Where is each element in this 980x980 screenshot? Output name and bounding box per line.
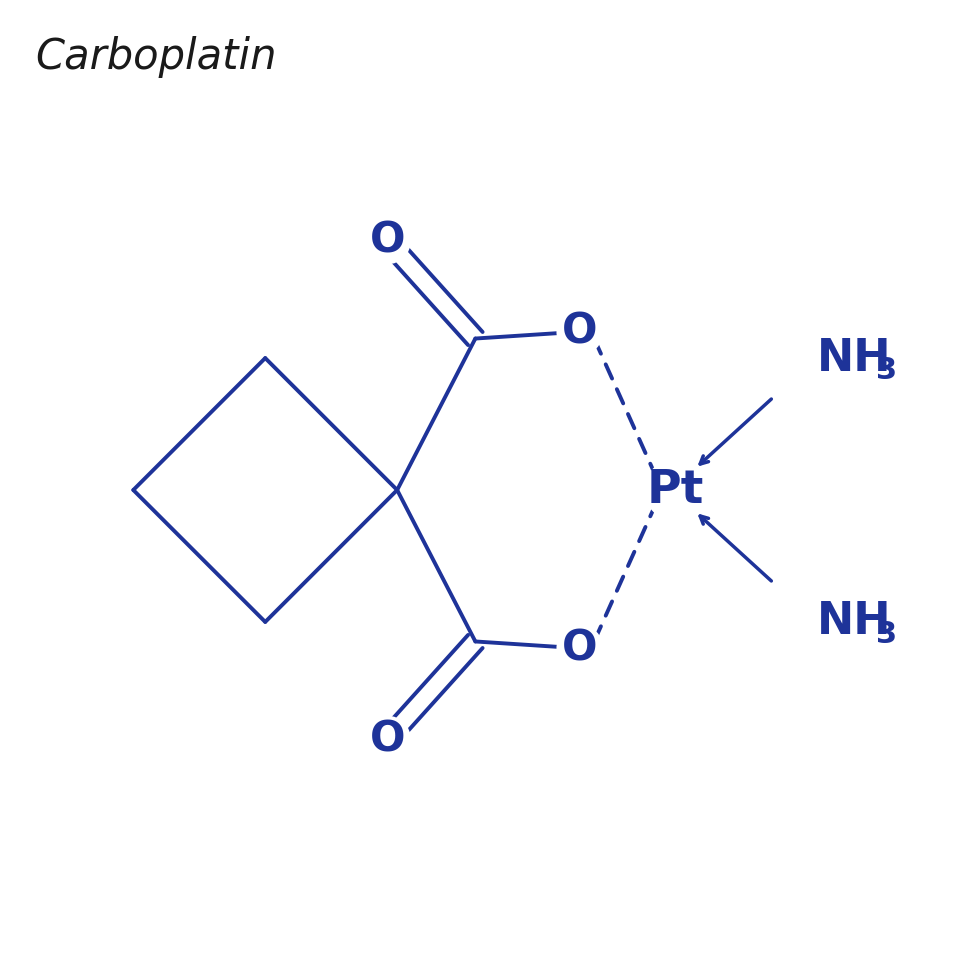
Text: O: O <box>563 627 598 669</box>
Text: 3: 3 <box>876 620 897 649</box>
Text: Pt: Pt <box>647 467 705 513</box>
Circle shape <box>364 715 411 762</box>
Text: 3: 3 <box>876 357 897 385</box>
Text: O: O <box>369 220 405 262</box>
Text: O: O <box>369 718 405 760</box>
Text: NH: NH <box>817 336 892 379</box>
Circle shape <box>557 625 604 671</box>
Circle shape <box>645 459 707 521</box>
Text: Carboplatin: Carboplatin <box>35 35 277 77</box>
Circle shape <box>557 309 604 355</box>
Circle shape <box>364 218 411 265</box>
Text: NH: NH <box>817 601 892 644</box>
Text: O: O <box>563 311 598 353</box>
